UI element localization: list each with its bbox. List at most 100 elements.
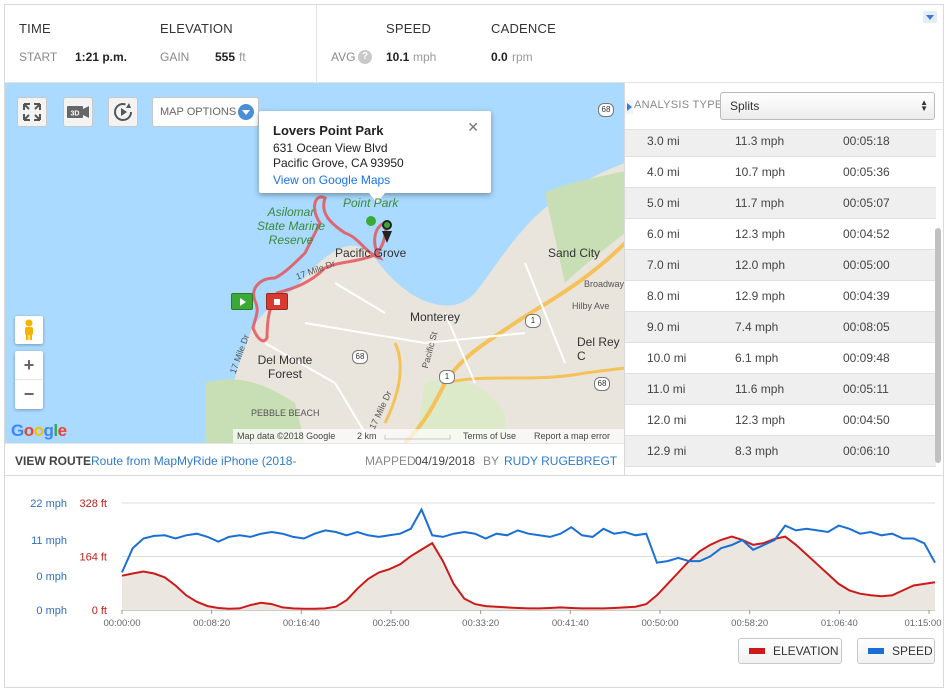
table-row: 10.0 mi 6.1 mph 00:09:48 xyxy=(625,343,936,374)
split-distance: 3.0 mi xyxy=(647,134,680,148)
finish-marker-icon[interactable] xyxy=(266,293,288,310)
location-popup: Lovers Point Park 631 Ocean View Blvd Pa… xyxy=(259,111,491,203)
fullscreen-icon[interactable] xyxy=(17,97,47,127)
help-icon[interactable]: ? xyxy=(358,50,372,64)
split-distance: 11.0 mi xyxy=(647,382,686,396)
collapse-chevron-icon[interactable] xyxy=(923,11,937,23)
split-speed: 10.7 mph xyxy=(735,165,786,179)
splits-scrollbar[interactable] xyxy=(935,228,941,463)
x-tick-label: 01:15:00 xyxy=(905,618,942,629)
scale-label: 2 km xyxy=(357,431,377,441)
elevation-series-line xyxy=(121,535,936,610)
elevation-swatch xyxy=(749,648,765,654)
table-row: 4.0 mi 10.7 mph 00:05:36 xyxy=(625,157,936,188)
analysis-type-value: Splits xyxy=(730,99,760,113)
highway-shield: 1 xyxy=(525,314,541,328)
highway-shield: 68 xyxy=(352,350,368,364)
table-row: 11.0 mi 11.6 mph 00:05:11 xyxy=(625,374,936,405)
map-label-asilomar: Asilomar State Marine Reserve xyxy=(256,205,326,247)
3d-view-button[interactable]: 3D xyxy=(63,97,93,127)
view-on-google-maps-link[interactable]: View on Google Maps xyxy=(273,173,391,187)
avg-label: AVG xyxy=(331,50,356,64)
split-distance: 5.0 mi xyxy=(647,196,680,210)
analysis-type-select[interactable]: Splits ▲ ▼ xyxy=(720,92,935,120)
legend-elevation-button[interactable]: ELEVATION xyxy=(738,638,842,664)
split-distance: 12.9 mi xyxy=(647,444,687,458)
split-speed: 11.6 mph xyxy=(735,382,785,396)
cadence-header: CADENCE xyxy=(491,21,556,36)
table-row: 9.0 mi 7.4 mph 00:08:05 xyxy=(625,312,936,343)
speed-axis-tick: 0 mph xyxy=(36,571,67,583)
zoom-control: + − xyxy=(15,351,43,409)
stats-divider xyxy=(316,5,317,83)
split-time: 00:05:00 xyxy=(843,258,890,272)
google-logo: Google xyxy=(11,421,67,440)
speed-axis-tick: 11 mph xyxy=(31,535,67,547)
legend-speed-button[interactable]: SPEED xyxy=(857,638,935,664)
split-distance: 9.0 mi xyxy=(647,320,680,334)
split-speed: 11.7 mph xyxy=(735,196,785,210)
terms-link[interactable]: Terms of Use xyxy=(463,431,517,441)
elevation-axis-tick: 164 ft xyxy=(79,552,107,564)
map-label-point-park: Point Park xyxy=(343,196,399,210)
street-view-pegman-icon[interactable] xyxy=(15,316,43,344)
mapped-date: 04/19/2018 xyxy=(415,454,476,468)
elevation-area xyxy=(122,536,935,610)
cadence-unit: rpm xyxy=(512,50,533,64)
start-value: 1:21 p.m. xyxy=(75,50,128,64)
speed-header: SPEED xyxy=(386,21,432,36)
map-label-del-rey: Del Rey C xyxy=(577,335,620,363)
table-row: 6.0 mi 12.3 mph 00:04:52 xyxy=(625,219,936,250)
split-time: 00:04:50 xyxy=(843,413,890,427)
route-map[interactable]: 3D MAP OPTIONS Lovers Point Park 631 Oce… xyxy=(5,83,625,443)
mapped-label: MAPPED xyxy=(365,454,416,468)
x-tick-label: 00:50:00 xyxy=(642,618,679,629)
by-label: BY xyxy=(483,454,500,468)
split-speed: 12.9 mph xyxy=(735,289,786,303)
split-speed: 7.4 mph xyxy=(735,320,779,334)
cadence-value: 0.0 xyxy=(491,50,508,64)
map-options-dropdown[interactable]: MAP OPTIONS xyxy=(152,97,259,127)
split-speed: 12.3 mph xyxy=(735,227,786,241)
analysis-type-label: ANALYSIS TYPE: xyxy=(634,99,726,111)
x-tick-label: 00:16:40 xyxy=(283,618,320,629)
route-name-link[interactable]: Route from MapMyRide iPhone (2018- xyxy=(91,454,297,468)
zoom-in-button[interactable]: + xyxy=(15,351,43,380)
start-marker-icon[interactable] xyxy=(231,293,253,310)
gain-label: GAIN xyxy=(160,50,190,64)
replay-icon[interactable] xyxy=(108,97,138,127)
author-link[interactable]: RUDY RUGEBREGT xyxy=(504,454,618,468)
map-label-del-monte-forest: Del Monte Forest xyxy=(257,353,313,381)
zoom-out-button[interactable]: − xyxy=(23,384,35,404)
chevron-right-icon[interactable] xyxy=(625,100,633,114)
gain-unit: ft xyxy=(239,50,246,64)
map-label-pebble-beach: PEBBLE BEACH xyxy=(251,408,320,418)
split-time: 00:05:07 xyxy=(843,196,890,210)
map-label-pacific-grove: Pacific Grove xyxy=(335,246,407,260)
x-tick-label: 00:33:20 xyxy=(462,618,499,629)
legend-speed-label: SPEED xyxy=(892,644,933,658)
elevation-axis-tick: 328 ft xyxy=(79,498,107,510)
split-distance: 6.0 mi xyxy=(647,227,680,241)
workout-detail-panel: TIME START 1:21 p.m. ELEVATION GAIN 555 … xyxy=(4,4,944,688)
map-options-label: MAP OPTIONS xyxy=(160,106,237,118)
chevron-down-icon xyxy=(238,104,254,120)
table-row: 7.0 mi 12.0 mph 00:05:00 xyxy=(625,250,936,281)
select-caret-icon: ▲ ▼ xyxy=(920,98,928,113)
close-icon[interactable]: ✕ xyxy=(467,119,479,135)
split-time: 00:05:18 xyxy=(843,134,890,148)
split-time: 00:06:10 xyxy=(843,444,890,458)
highway-shield: 1 xyxy=(439,370,455,384)
split-distance: 7.0 mi xyxy=(647,258,680,272)
split-time: 00:09:48 xyxy=(843,351,890,365)
split-time: 00:05:36 xyxy=(843,165,890,179)
split-speed: 12.3 mph xyxy=(735,413,786,427)
analysis-header: ANALYSIS TYPE: Splits ▲ ▼ xyxy=(625,83,943,130)
view-route-label: VIEW ROUTE xyxy=(15,454,92,468)
highway-shield: 68 xyxy=(598,103,614,117)
popup-title: Lovers Point Park xyxy=(273,123,384,138)
stats-header: TIME START 1:21 p.m. ELEVATION GAIN 555 … xyxy=(5,5,943,83)
table-row: 3.0 mi 11.3 mph 00:05:18 xyxy=(625,126,936,157)
gain-value: 555 xyxy=(215,50,236,64)
report-map-error-link[interactable]: Report a map error xyxy=(534,431,611,441)
